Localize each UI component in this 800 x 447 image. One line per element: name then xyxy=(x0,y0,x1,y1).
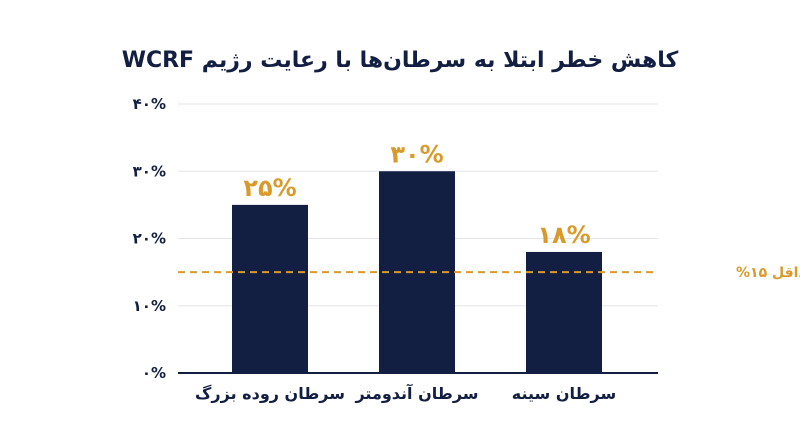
y-tick-label: ۲۰% xyxy=(133,230,166,248)
y-tick-label: ۱۰% xyxy=(133,297,166,315)
y-tick-label: ۴۰% xyxy=(133,95,166,113)
x-tick-label: سرطان سینه xyxy=(512,384,617,403)
reference-line-group: حداقل ۱۵% xyxy=(178,265,800,281)
chart-title: کاهش خطر ابتلا به سرطان‌ها با رعایت رژیم… xyxy=(122,48,679,73)
reference-line-label: حداقل ۱۵% xyxy=(736,265,800,281)
x-axis-ticks: سرطان روده بزرگ سرطان آندومتر سرطان سینه xyxy=(195,383,616,403)
data-label: ۲۵% xyxy=(243,174,296,202)
data-labels: ۲۵% ۳۰% ۱۸% xyxy=(243,140,590,249)
data-label: ۱۸% xyxy=(537,221,590,249)
y-tick-label: ۳۰% xyxy=(133,162,166,180)
bar xyxy=(232,204,308,373)
y-tick-label: ۰% xyxy=(142,364,166,382)
x-tick-label: سرطان آندومتر xyxy=(354,383,478,403)
x-tick-label: سرطان روده بزرگ xyxy=(195,384,345,403)
bar xyxy=(526,251,602,373)
y-axis-ticks: ۰% ۱۰% ۲۰% ۳۰% ۴۰% xyxy=(133,95,166,382)
data-label: ۳۰% xyxy=(390,140,443,168)
